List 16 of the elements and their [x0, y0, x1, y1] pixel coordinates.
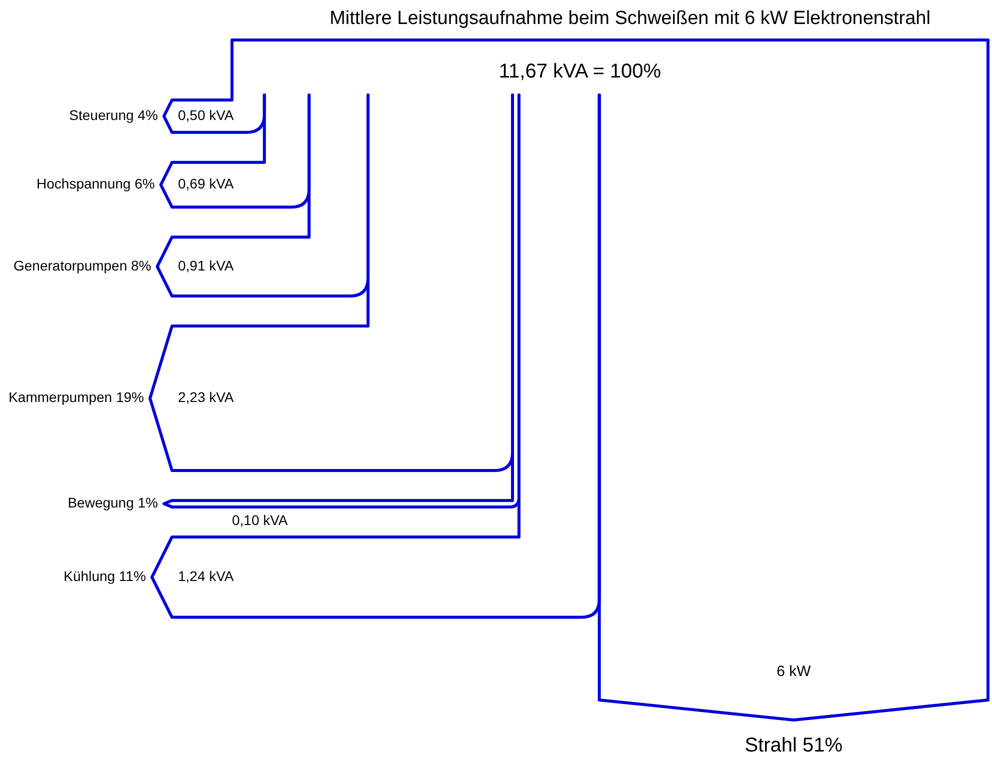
category-label: Strahl 51%: [744, 734, 843, 757]
data-label: 0,69 kVA: [178, 176, 234, 192]
text: 11,67 kVA = 100%: [498, 60, 662, 83]
category-label: Generatorpumpen 8%: [13, 257, 152, 274]
text: Mittlere Leistungsaufnahme beim Schweißen mit 6 kW Elektronenstrahl: [330, 8, 930, 29]
category-label: Kammerpumpen 19%: [8, 389, 144, 406]
data-label: 0,10 kVA: [232, 512, 288, 528]
data-label: 0,91 kVA: [178, 257, 234, 274]
category-label: Kühlung 11%: [64, 568, 146, 584]
data-label: 1,24 kVA: [178, 568, 234, 584]
data-label: 0,50 kVA: [178, 107, 234, 124]
data-label: 6 kW: [776, 663, 812, 680]
category-label: Steuerung 4%: [69, 107, 158, 124]
data-label: 2,23 kVA: [178, 389, 234, 406]
category-label: Hochspannung 6%: [36, 176, 155, 192]
category-label: Bewegung 1%: [68, 494, 158, 511]
